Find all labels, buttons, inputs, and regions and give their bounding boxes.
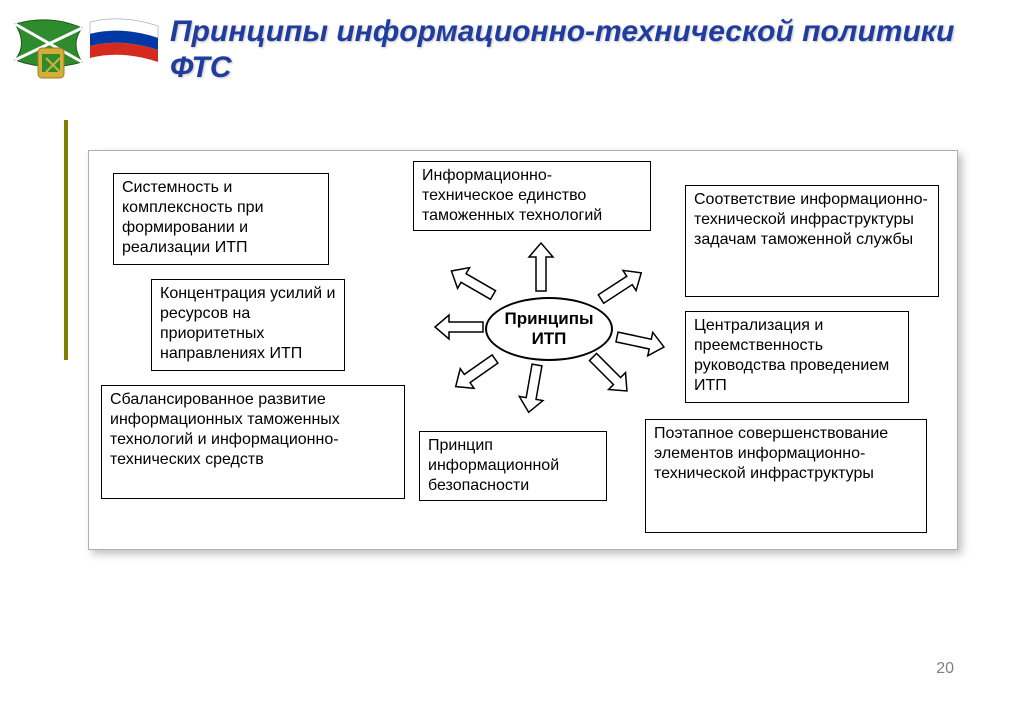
center-node: ПринципыИТП — [485, 297, 613, 361]
slide-header: Принципы информационно-технической полит… — [0, 0, 1024, 94]
arrow-0 — [429, 250, 500, 307]
diagram-container: Системность и комплексность при формиров… — [88, 150, 958, 550]
arrow-3 — [417, 313, 483, 341]
principle-box-b1: Системность и комплексность при формиров… — [113, 173, 329, 265]
principle-box-b8: Поэтапное совершенствование элементов ин… — [645, 419, 927, 533]
principle-box-b7: Принцип информационной безопасности — [419, 431, 607, 501]
arrow-4 — [614, 323, 684, 364]
arrow-1 — [527, 225, 555, 291]
accent-bar — [64, 120, 68, 360]
arrow-5 — [433, 348, 503, 409]
arrow-2 — [593, 251, 664, 310]
principle-box-b3: Соответствие информационно-технической и… — [685, 185, 939, 297]
emblem-flags — [10, 14, 160, 84]
slide-title: Принципы информационно-технической полит… — [170, 14, 1004, 86]
principle-box-b5: Централизация и преемственность руководс… — [685, 311, 909, 403]
arrow-6 — [512, 363, 551, 433]
principle-box-b4: Концентрация усилий и ресурсов на приори… — [151, 279, 345, 371]
principle-box-b6: Сбалансированное развитие информационных… — [101, 385, 405, 499]
principle-box-b2: Информационно-техническое единство тамож… — [413, 161, 651, 231]
page-number: 20 — [936, 660, 954, 678]
arrow-7 — [583, 347, 649, 413]
